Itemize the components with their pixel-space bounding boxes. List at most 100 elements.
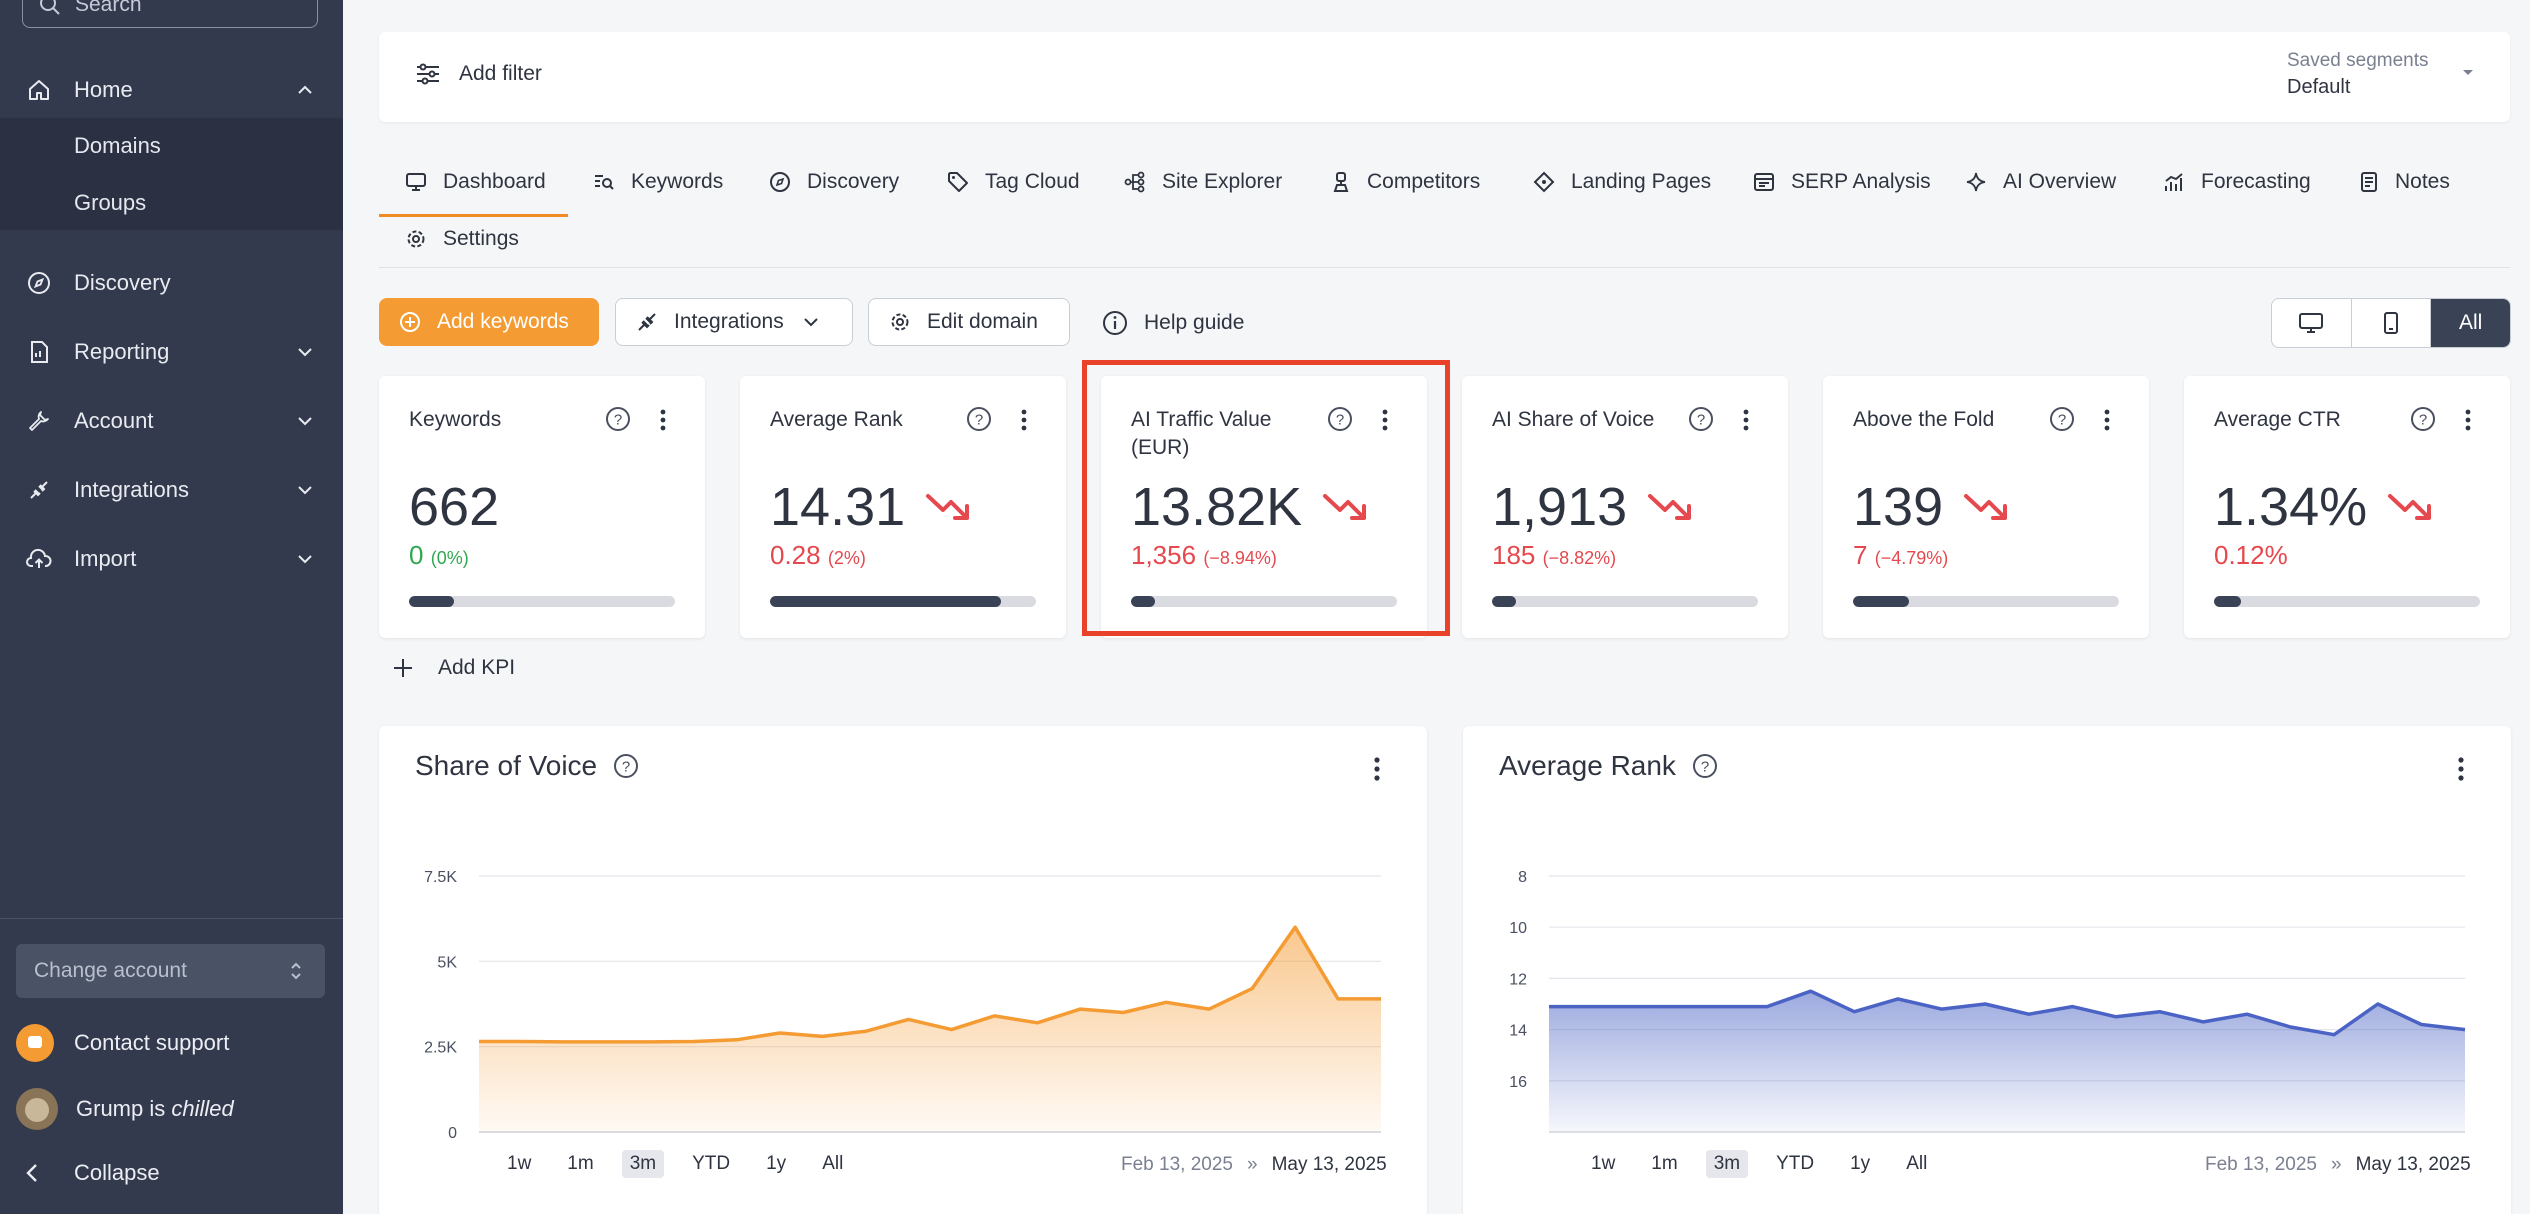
change-account-label: Change account (34, 959, 187, 982)
range-button[interactable]: 1y (1850, 1153, 1871, 1174)
add-filter-button[interactable]: Add filter (415, 62, 542, 86)
sidebar-item-domains[interactable]: Domains (74, 133, 161, 158)
help-icon[interactable]: ? (2049, 406, 2075, 432)
plug-icon (636, 311, 658, 333)
date-to[interactable]: May 13, 2025 (1271, 1154, 1387, 1175)
more-vertical-icon[interactable] (2457, 756, 2465, 782)
date-from[interactable]: Feb 13, 2025 (1121, 1154, 1233, 1175)
range-button[interactable]: All (822, 1153, 844, 1174)
kpi-value: 1,913 (1492, 476, 1695, 538)
search-input[interactable]: Search (22, 0, 318, 28)
range-button[interactable]: 1m (567, 1153, 594, 1174)
sidebar-item-reporting[interactable]: Reporting (0, 325, 343, 379)
y-tick-label: 7.5K (424, 869, 457, 886)
trend-down-icon (2388, 494, 2432, 520)
keywords-icon (593, 172, 615, 192)
device-toggle: All (2271, 298, 2511, 348)
chart-title: Average Rank ? (1499, 750, 1718, 782)
range-button[interactable]: 1w (1591, 1153, 1616, 1174)
tab-landing-pages[interactable]: Landing Pages (1533, 170, 1711, 194)
range-selector: 1w 1m 3m YTD 1y All (499, 1150, 871, 1178)
more-vertical-icon[interactable] (1381, 408, 1389, 432)
range-button[interactable]: 3m (1705, 1150, 1749, 1178)
help-icon[interactable]: ? (1327, 406, 1353, 432)
svg-text:?: ? (1336, 412, 1344, 429)
sidebar-item-account[interactable]: Account (0, 394, 343, 448)
tab-label: Discovery (807, 170, 900, 193)
tab-keywords[interactable]: Keywords (593, 170, 723, 194)
kpi-delta: 0 (0%) (409, 540, 469, 571)
sidebar-item-import[interactable]: Import (0, 532, 343, 586)
desktop-toggle[interactable] (2272, 299, 2352, 347)
help-icon[interactable]: ? (613, 753, 639, 779)
contact-support-link[interactable]: Contact support (16, 1024, 229, 1062)
average-rank-chart[interactable]: 81012141624. Feb10. Mar24. Mar7. Apr21. … (1463, 816, 2511, 1146)
range-button[interactable]: YTD (1776, 1153, 1815, 1174)
range-button[interactable]: 1m (1651, 1153, 1678, 1174)
change-account-select[interactable]: Change account (16, 944, 325, 998)
kpi-value: 139 (1853, 476, 2011, 538)
tab-competitors[interactable]: Competitors (1331, 170, 1480, 194)
kpi-card[interactable]: Average CTR? 1.34% 0.12% (2184, 376, 2510, 638)
tab-ai-overview[interactable]: AI Overview (1965, 170, 2116, 194)
range-button[interactable]: 3m (621, 1150, 665, 1178)
range-button[interactable]: 1y (766, 1153, 787, 1174)
tab-forecasting[interactable]: Forecasting (2163, 170, 2311, 194)
tab-discovery[interactable]: Discovery (769, 170, 899, 194)
kpi-delta-value: 0.28 (770, 540, 821, 570)
help-icon[interactable]: ? (1692, 753, 1718, 779)
sidebar-item-discovery[interactable]: Discovery (0, 256, 343, 310)
kpi-card[interactable]: AI Traffic Value (EUR)? 13.82K 1,356 (−8.9… (1101, 376, 1427, 638)
help-icon[interactable]: ? (605, 406, 631, 432)
tab-tag-cloud[interactable]: Tag Cloud (947, 170, 1080, 194)
range-button[interactable]: YTD (692, 1153, 731, 1174)
chart-title: Share of Voice ? (415, 750, 639, 782)
tab-label: Site Explorer (1162, 170, 1283, 193)
range-button[interactable]: 1w (507, 1153, 532, 1174)
edit-domain-button[interactable]: Edit domain (868, 298, 1070, 346)
more-vertical-icon[interactable] (2103, 408, 2111, 432)
help-icon[interactable]: ? (966, 406, 992, 432)
tab-settings[interactable]: Settings (405, 227, 519, 251)
sidebar-item-home[interactable]: Home (0, 63, 343, 117)
saved-segments-select[interactable]: Saved segments Default (2287, 50, 2473, 99)
collapse-label: Collapse (74, 1160, 160, 1185)
date-to[interactable]: May 13, 2025 (2355, 1154, 2471, 1175)
add-keywords-button[interactable]: Add keywords (379, 298, 599, 346)
more-vertical-icon[interactable] (2464, 408, 2472, 432)
tab-notes[interactable]: Notes (2359, 170, 2450, 194)
serp-icon (1753, 171, 1775, 193)
collapse-button[interactable]: Collapse (16, 1160, 160, 1186)
y-tick-label: 5K (437, 954, 457, 971)
help-icon[interactable]: ? (2410, 406, 2436, 432)
sidebar-item-groups[interactable]: Groups (74, 190, 147, 215)
range-button[interactable]: All (1906, 1153, 1928, 1174)
integrations-dropdown[interactable]: Integrations (615, 298, 853, 346)
date-from[interactable]: Feb 13, 2025 (2205, 1154, 2317, 1175)
more-vertical-icon[interactable] (1742, 408, 1750, 432)
chevron-up-down-icon (291, 962, 301, 980)
help-icon[interactable]: ? (1688, 406, 1714, 432)
tab-serp-analysis[interactable]: SERP Analysis (1753, 170, 1931, 194)
chevron-down-icon (298, 486, 312, 495)
all-devices-toggle[interactable]: All (2431, 299, 2510, 347)
kpi-card[interactable]: AI Share of Voice? 1,913 185 (−8.82%) (1462, 376, 1788, 638)
tab-site-explorer[interactable]: Site Explorer (1124, 170, 1282, 194)
add-kpi-button[interactable]: Add KPI (392, 656, 515, 680)
kpi-card[interactable]: Average Rank? 14.31 0.28 (2%) (740, 376, 1066, 638)
mobile-toggle[interactable] (2352, 299, 2432, 347)
sparkle-icon (1965, 171, 1987, 193)
sidebar-item-integrations[interactable]: Integrations (0, 463, 343, 517)
more-vertical-icon[interactable] (659, 408, 667, 432)
kpi-delta: 0.12% (2214, 540, 2288, 571)
plug-icon (26, 477, 52, 503)
more-vertical-icon[interactable] (1020, 408, 1028, 432)
kpi-card[interactable]: Keywords? 662 0 (0%) (379, 376, 705, 638)
kpi-progress-bar (409, 596, 675, 607)
kpi-card[interactable]: Above the Fold? 139 7 (−4.79%) (1823, 376, 2149, 638)
more-vertical-icon[interactable] (1373, 756, 1381, 782)
tab-dashboard[interactable]: Dashboard (379, 170, 568, 217)
help-guide-link[interactable]: Help guide (1102, 310, 1244, 336)
sidebar-item-label: Discovery (74, 270, 171, 295)
